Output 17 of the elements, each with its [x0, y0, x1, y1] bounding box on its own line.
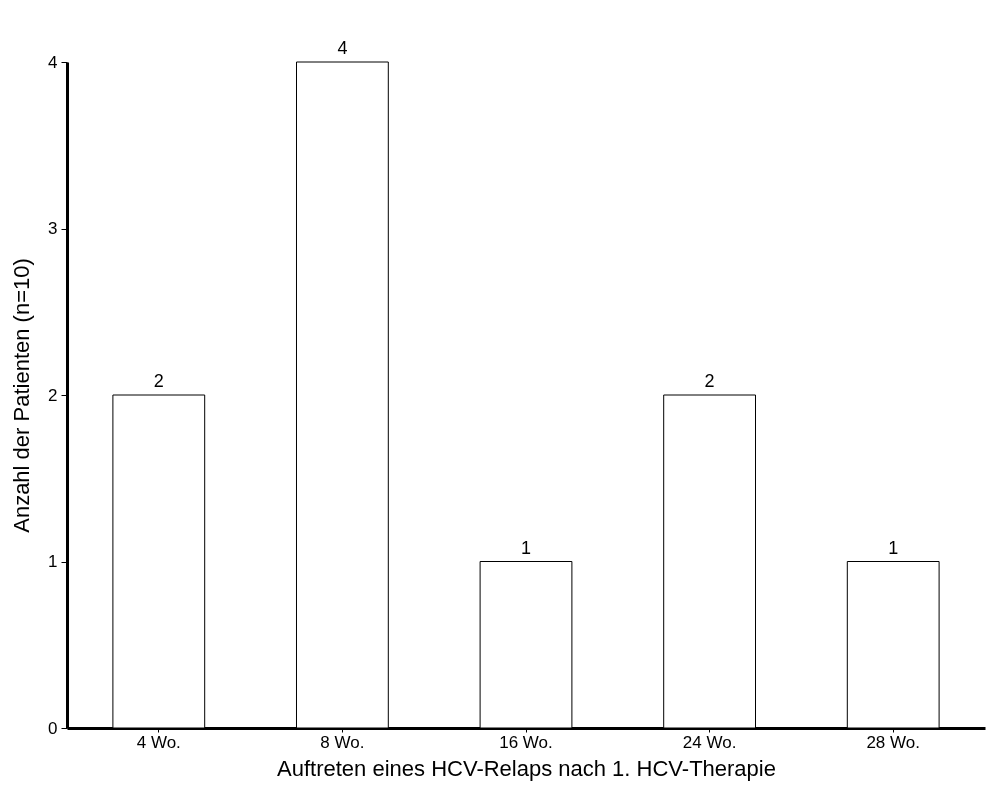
x-axis-title: Auftreten eines HCV-Relaps nach 1. HCV-Therapie [277, 755, 776, 781]
x-tick-label: 28 Wo. [866, 732, 920, 752]
x-tick-label: 16 Wo. [499, 732, 553, 752]
y-tick-label: 3 [48, 219, 58, 238]
y-axis-title: Anzahl der Patienten (n=10) [9, 258, 35, 533]
data-label: 4 [337, 38, 348, 58]
data-label: 1 [520, 537, 532, 558]
y-tick-label: 2 [48, 385, 58, 405]
data-label: 2 [153, 371, 164, 391]
y-tick-label: 4 [48, 52, 58, 72]
data-label: 1 [888, 537, 899, 558]
y-tick-label: 0 [48, 718, 58, 738]
y-tick-label: 1 [48, 552, 58, 571]
x-tick-label: 24 Wo. [682, 732, 737, 752]
data-label: 2 [704, 371, 715, 391]
x-tick-label: 8 Wo. [320, 732, 365, 752]
x-tick-label: 4 Wo. [136, 732, 181, 752]
